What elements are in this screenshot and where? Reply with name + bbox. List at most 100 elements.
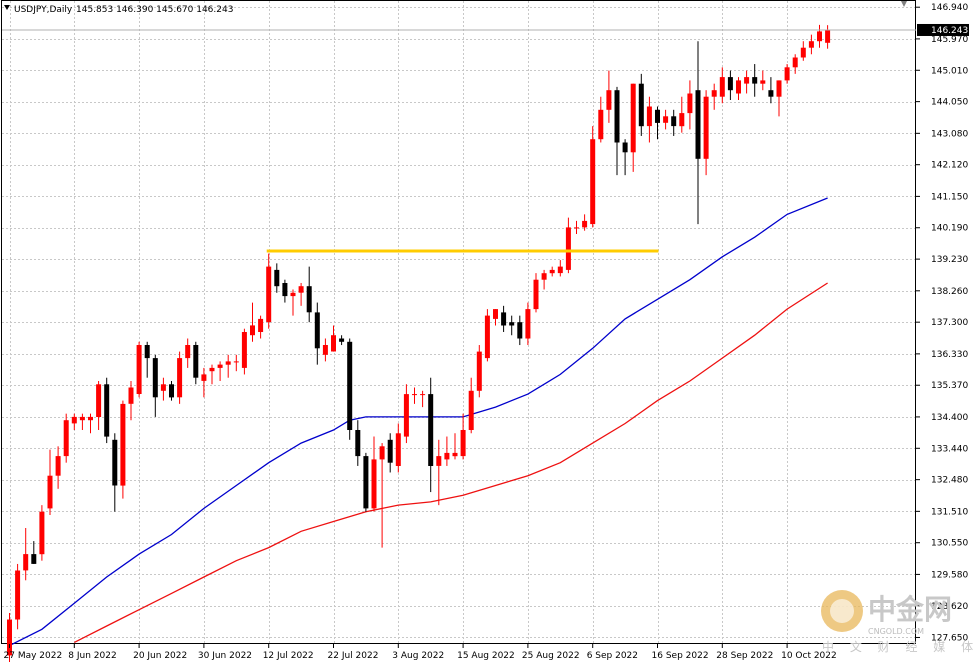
candle (768, 77, 774, 104)
candle-body (752, 77, 758, 84)
candle-body (808, 41, 814, 48)
candle (395, 423, 401, 473)
candle-body (517, 322, 523, 339)
candle-body (339, 338, 345, 342)
candle-body (744, 77, 750, 84)
candle (800, 41, 806, 61)
candle-body (493, 309, 498, 319)
candle-body (760, 80, 766, 84)
candle-body (574, 227, 579, 229)
candle-body (509, 322, 515, 326)
candle-body (290, 292, 296, 297)
candle-body (403, 394, 409, 437)
date-tick-label: 8 Jun 2022 (68, 651, 116, 661)
candle-body (671, 116, 677, 127)
candle (711, 83, 717, 110)
candle (274, 263, 280, 293)
candle-body (679, 113, 685, 127)
candle-body (792, 57, 798, 68)
candle (282, 279, 288, 303)
candle (517, 315, 523, 346)
dropdown-arrow-icon[interactable] (4, 5, 10, 10)
candle (298, 282, 304, 306)
date-tick-label: 20 Jun 2022 (133, 651, 187, 661)
candle-body (395, 433, 401, 466)
candle (776, 80, 782, 117)
candle (355, 420, 361, 466)
date-tick-label: 12 Jul 2022 (263, 651, 314, 661)
candle-body (217, 364, 223, 368)
price-axis[interactable]: 146.940 145.970 145.010 144.050 143.080 142.1… (916, 3, 969, 643)
candle (39, 505, 45, 561)
candle-body (104, 384, 110, 437)
candle-body (144, 345, 150, 359)
candle (687, 80, 693, 130)
price-tick-label: 133.440 (931, 444, 968, 454)
price-tick-label: 142.120 (931, 161, 968, 171)
candle-body (768, 90, 774, 97)
candle-body (31, 554, 37, 564)
candle-body (703, 96, 709, 159)
candle (250, 302, 255, 342)
candle-body (63, 420, 69, 457)
candle (825, 25, 831, 49)
candle-body (7, 619, 12, 656)
candle-body (371, 459, 377, 509)
candle (71, 413, 77, 430)
price-tick-label: 137.300 (931, 318, 968, 328)
price-tick-label: 145.010 (931, 66, 968, 76)
candle-body (152, 358, 158, 398)
candle (290, 289, 296, 316)
candle (79, 413, 85, 430)
date-tick-label: 3 Aug 2022 (392, 651, 444, 661)
current-price-label: 146.243 (931, 26, 968, 36)
candle (371, 436, 377, 512)
chart-shift-marker-icon[interactable] (901, 1, 907, 7)
symbol-timeframe-label: USDJPY,Daily (14, 5, 73, 15)
candle-body (250, 325, 255, 336)
candle-body (598, 109, 604, 140)
candle-body (582, 220, 588, 228)
candle-body (630, 83, 636, 153)
candle (752, 64, 758, 97)
candle (444, 436, 450, 466)
date-tick-label: 30 Jun 2022 (198, 651, 252, 661)
candle-body (233, 361, 239, 363)
candle (646, 96, 652, 143)
candle (314, 302, 320, 365)
candle-body (736, 80, 741, 94)
current-price-tag-bg (917, 23, 969, 36)
candle (258, 315, 264, 339)
candle (7, 612, 12, 662)
watermark: 中金网 CNGOLD.COM 中 文 财 经 媒 体 (821, 590, 976, 654)
candle (209, 364, 215, 385)
candle-body (436, 456, 442, 466)
candle (322, 338, 328, 362)
price-tick-label: 136.330 (931, 350, 968, 360)
time-axis[interactable]: 27 May 2022 8 Jun 2022 20 Jun 2022 30 Jun 2… (4, 644, 837, 661)
price-tick-label: 127.650 (931, 633, 968, 643)
candle (509, 315, 515, 336)
candle-body (347, 341, 353, 430)
watermark-tagline: 中 文 财 经 媒 体 (822, 639, 976, 654)
candle-body (800, 47, 806, 58)
candle (460, 413, 466, 460)
candle (339, 335, 345, 346)
candle-body (331, 335, 336, 352)
candle (622, 139, 628, 176)
candle (501, 305, 507, 332)
date-tick-label: 15 Aug 2022 (457, 651, 515, 661)
candle (128, 380, 134, 421)
candle-body (258, 318, 264, 332)
candle-body (314, 312, 320, 349)
candle (420, 390, 426, 408)
current-price-tag[interactable]: 146.243 (917, 23, 969, 36)
candle-body (695, 90, 701, 159)
candle-body (533, 279, 539, 310)
candle (679, 96, 685, 133)
candle (557, 260, 563, 277)
candle-body (468, 390, 474, 430)
watermark-brand: 中金网 (868, 593, 952, 626)
candle-body (452, 452, 458, 457)
